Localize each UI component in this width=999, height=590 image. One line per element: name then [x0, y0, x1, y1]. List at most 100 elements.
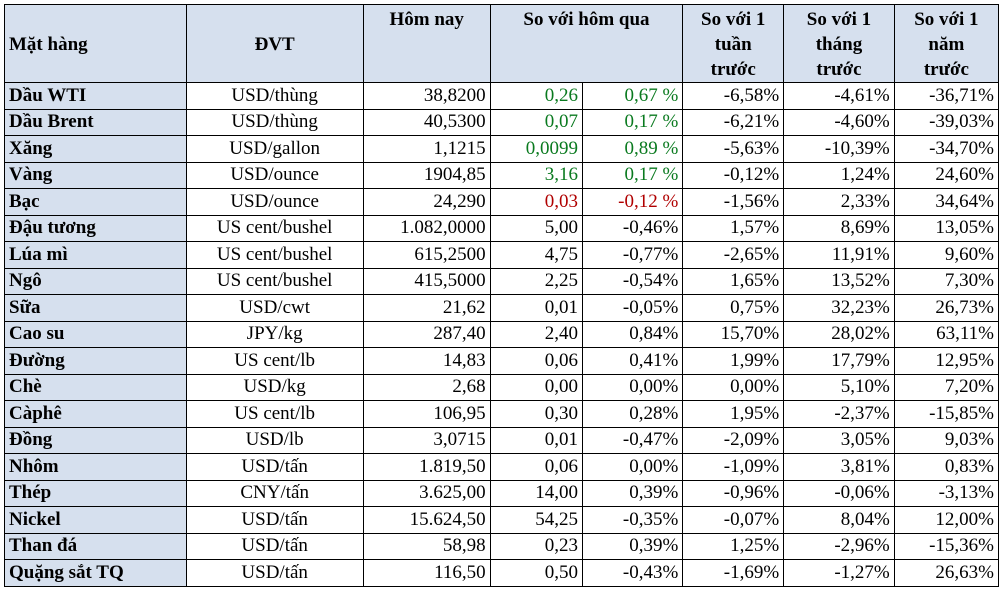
month-change-cell: 8,69% [783, 214, 895, 242]
unit-cell: US cent/lb [185, 400, 364, 428]
today-price-cell: 1,1215 [362, 135, 491, 163]
unit-cell: US cent/lb [185, 347, 364, 375]
year-change-cell: 13,05% [893, 214, 999, 242]
year-change-cell: 9,03% [893, 426, 999, 454]
change-cell: 0,01 [489, 426, 583, 454]
header-vs-year: So với 1 năm trước [893, 4, 999, 83]
change-percent-cell: 0,67 % [581, 82, 684, 110]
table-row: Ngô US cent/bushel 415,5000 2,25 -0,54% 1,65%… [4, 267, 999, 295]
table-row: Dầu Brent USD/thùng 40,5300 0,07 0,17 % -6,21… [4, 108, 999, 136]
month-change-cell: 1,24% [783, 161, 895, 189]
unit-cell: USD/gallon [185, 135, 364, 163]
table-row: Bạc USD/ounce 24,290 0,03 -0,12 % -1,56% 2,33%… [4, 188, 999, 216]
year-change-cell: 26,73% [893, 294, 999, 322]
week-change-cell: -6,21% [682, 108, 785, 136]
change-cell: 3,16 [489, 161, 583, 189]
table-row: Lúa mì US cent/bushel 615,2500 4,75 -0,77% -2… [4, 241, 999, 269]
item-name: Ngô [4, 267, 187, 295]
change-percent-cell: 0,41% [581, 347, 684, 375]
change-percent-cell: 0,84% [581, 320, 684, 348]
header-vs-yesterday: So với hôm qua [489, 4, 684, 83]
table-row: Dầu WTI USD/thùng 38,8200 0,26 0,67 % -6,58% -… [4, 82, 999, 110]
today-price-cell: 15.624,50 [362, 506, 491, 534]
month-change-cell: 28,02% [783, 320, 895, 348]
month-change-cell: 3,81% [783, 453, 895, 481]
item-name: Nhôm [4, 453, 187, 481]
today-price-cell: 3,0715 [362, 426, 491, 454]
table-row: Đồng USD/lb 3,0715 0,01 -0,47% -2,09% 3,05% 9,0… [4, 426, 999, 454]
header-vs-month: So với 1 tháng trước [783, 4, 895, 83]
item-name: Vàng [4, 161, 187, 189]
item-name: Đồng [4, 426, 187, 454]
week-change-cell: 1,99% [682, 347, 785, 375]
unit-cell: USD/thùng [185, 108, 364, 136]
week-change-cell: -6,58% [682, 82, 785, 110]
unit-cell: USD/cwt [185, 294, 364, 322]
header-today: Hôm nay [362, 4, 491, 83]
week-change-cell: -1,09% [682, 453, 785, 481]
change-cell: 0,01 [489, 294, 583, 322]
today-price-cell: 38,8200 [362, 82, 491, 110]
week-change-cell: -5,63% [682, 135, 785, 163]
change-cell: 0,23 [489, 532, 583, 560]
year-change-cell: 12,00% [893, 506, 999, 534]
year-change-cell: 34,64% [893, 188, 999, 216]
year-change-cell: 63,11% [893, 320, 999, 348]
change-percent-cell: -0,12 % [581, 188, 684, 216]
unit-cell: USD/tấn [185, 453, 364, 481]
today-price-cell: 615,2500 [362, 241, 491, 269]
today-price-cell: 1.082,0000 [362, 214, 491, 242]
change-percent-cell: 0,28% [581, 400, 684, 428]
today-price-cell: 3.625,00 [362, 479, 491, 507]
change-cell: 0,30 [489, 400, 583, 428]
week-change-cell: -2,65% [682, 241, 785, 269]
table-row: Chè USD/kg 2,68 0,00 0,00% 0,00% 5,10% 7,20% [4, 373, 999, 401]
table-row: Quặng sắt TQ USD/tấn 116,50 0,50 -0,43% -1,69… [4, 559, 999, 587]
week-change-cell: 1,25% [682, 532, 785, 560]
unit-cell: USD/lb [185, 426, 364, 454]
year-change-cell: 12,95% [893, 347, 999, 375]
unit-cell: US cent/bushel [185, 241, 364, 269]
month-change-cell: -2,37% [783, 400, 895, 428]
month-change-cell: 32,23% [783, 294, 895, 322]
table-row: Than đá USD/tấn 58,98 0,23 0,39% 1,25% -2,96% -… [4, 532, 999, 560]
header-vs-week: So với 1 tuần trước [682, 4, 785, 83]
month-change-cell: 3,05% [783, 426, 895, 454]
table-row: Càphê US cent/lb 106,95 0,30 0,28% 1,95% -2,37… [4, 400, 999, 428]
change-cell: 0,00 [489, 373, 583, 401]
today-price-cell: 58,98 [362, 532, 491, 560]
month-change-cell: -2,96% [783, 532, 895, 560]
change-percent-cell: 0,39% [581, 479, 684, 507]
change-percent-cell: 0,89 % [581, 135, 684, 163]
table-row: Thép CNY/tấn 3.625,00 14,00 0,39% -0,96% -0,06… [4, 479, 999, 507]
unit-cell: USD/ounce [185, 188, 364, 216]
year-change-cell: 7,20% [893, 373, 999, 401]
table-row: Xăng USD/gallon 1,1215 0,0099 0,89 % -5,63% -1… [4, 135, 999, 163]
header-item: Mặt hàng [4, 4, 187, 83]
change-cell: 54,25 [489, 506, 583, 534]
change-percent-cell: 0,17 % [581, 108, 684, 136]
unit-cell: US cent/bushel [185, 267, 364, 295]
today-price-cell: 24,290 [362, 188, 491, 216]
year-change-cell: -36,71% [893, 82, 999, 110]
change-percent-cell: -0,47% [581, 426, 684, 454]
week-change-cell: -1,56% [682, 188, 785, 216]
year-change-cell: -3,13% [893, 479, 999, 507]
change-cell: 0,07 [489, 108, 583, 136]
week-change-cell: -0,12% [682, 161, 785, 189]
year-change-cell: -15,85% [893, 400, 999, 428]
item-name: Xăng [4, 135, 187, 163]
change-percent-cell: -0,46% [581, 214, 684, 242]
week-change-cell: 1,95% [682, 400, 785, 428]
change-cell: 14,00 [489, 479, 583, 507]
month-change-cell: 13,52% [783, 267, 895, 295]
week-change-cell: 1,65% [682, 267, 785, 295]
item-name: Đậu tương [4, 214, 187, 242]
today-price-cell: 106,95 [362, 400, 491, 428]
item-name: Quặng sắt TQ [4, 559, 187, 587]
month-change-cell: -10,39% [783, 135, 895, 163]
change-cell: 0,0099 [489, 135, 583, 163]
today-price-cell: 21,62 [362, 294, 491, 322]
item-name: Than đá [4, 532, 187, 560]
week-change-cell: -1,69% [682, 559, 785, 587]
